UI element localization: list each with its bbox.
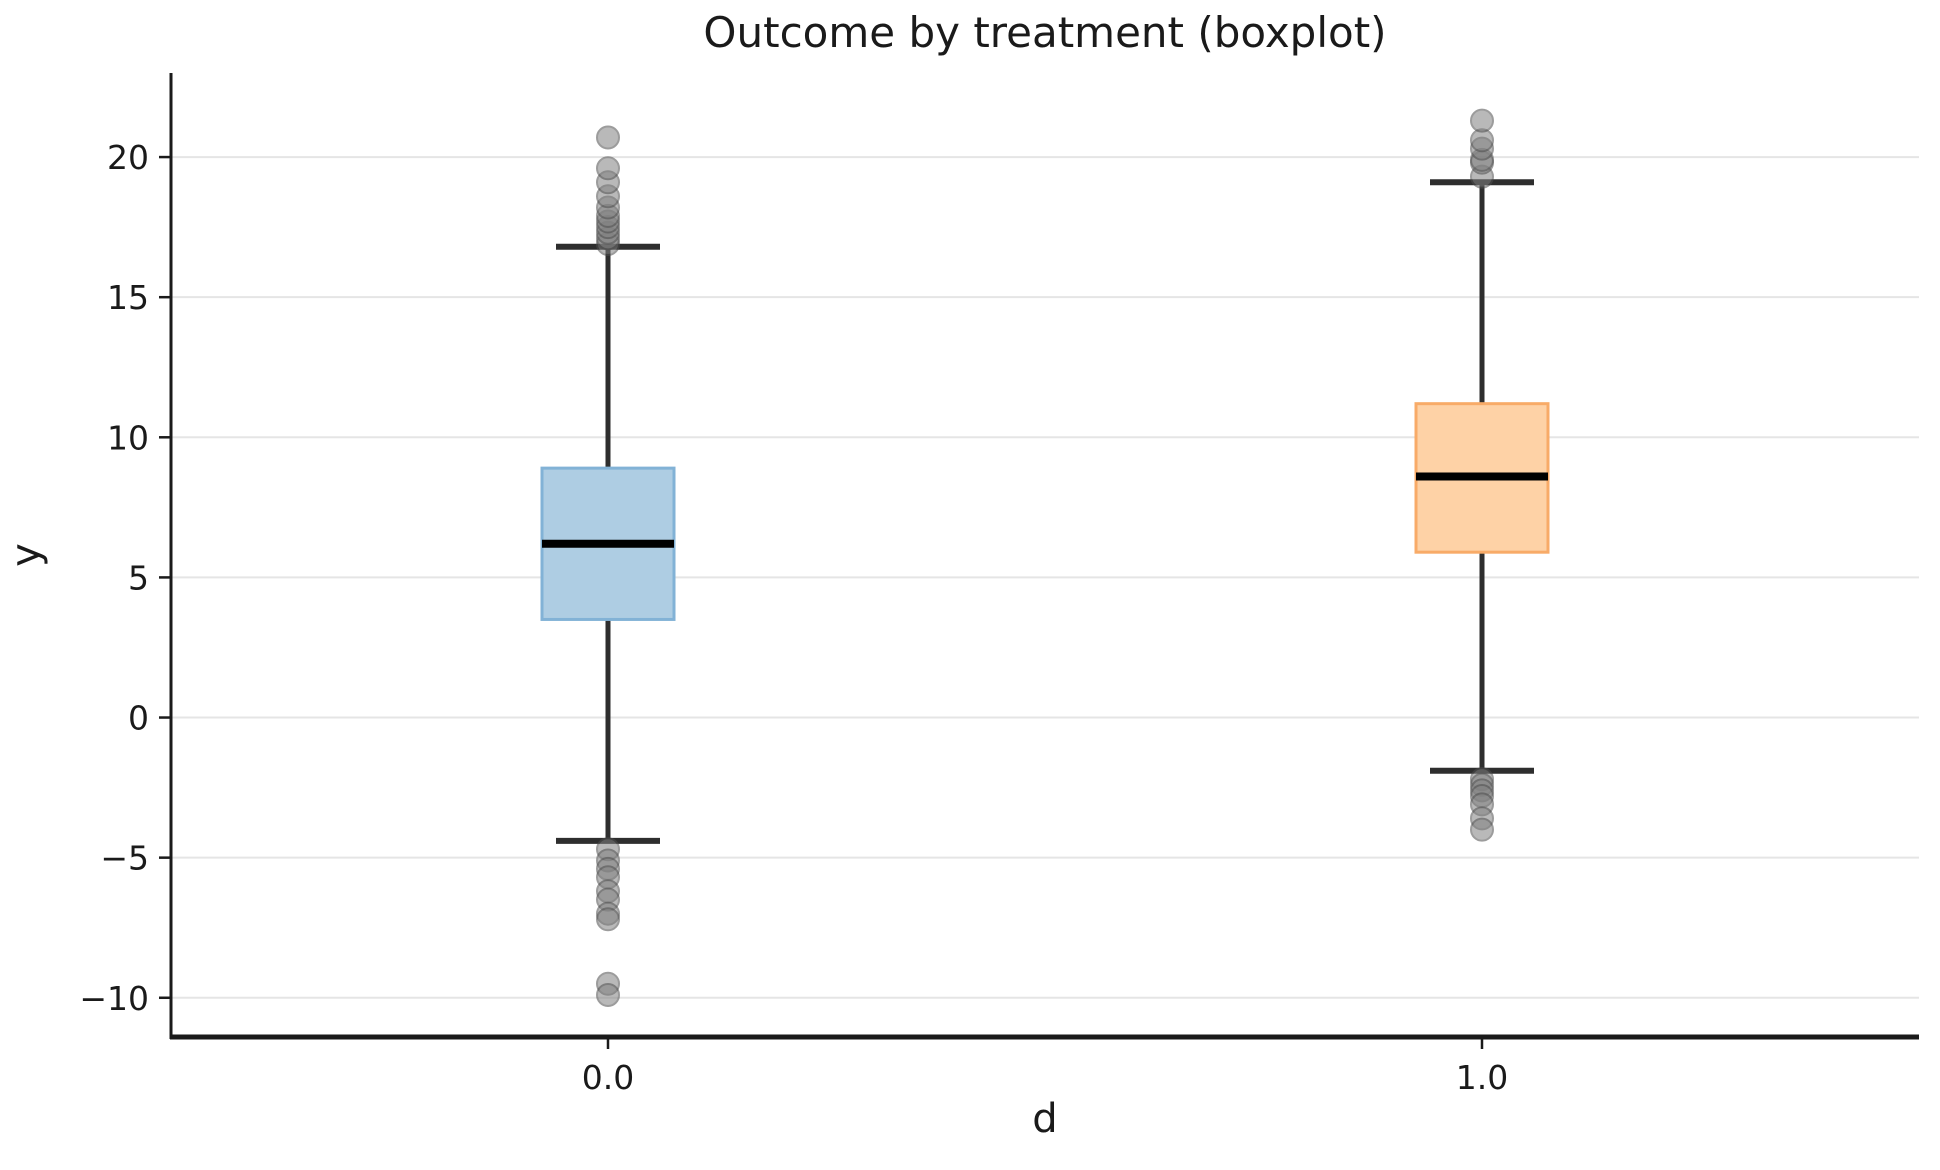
chart-title: Outcome by treatment (boxplot) [703, 8, 1387, 57]
y-tick-label: 0 [128, 699, 149, 738]
x-tick-label: 0.0 [582, 1058, 634, 1097]
outlier-point-d1 [1470, 108, 1494, 133]
y-tick-label: 10 [107, 418, 149, 457]
y-axis-label: y [2, 543, 49, 567]
outlier-point-d0 [596, 125, 620, 150]
y-tick-label: −10 [79, 979, 149, 1018]
x-tick-label: 1.0 [1456, 1058, 1508, 1097]
outlier-point-d1 [1470, 817, 1494, 842]
y-tick-label: 20 [107, 138, 149, 177]
outlier-point-d0 [596, 156, 620, 181]
y-tick-label: 5 [128, 558, 149, 597]
outlier-point-d0 [596, 982, 620, 1007]
outlier-point-d0 [596, 907, 620, 932]
x-axis-label: d [1032, 1096, 1058, 1142]
y-tick-label: 15 [107, 278, 149, 317]
y-tick-label: −5 [100, 839, 149, 878]
